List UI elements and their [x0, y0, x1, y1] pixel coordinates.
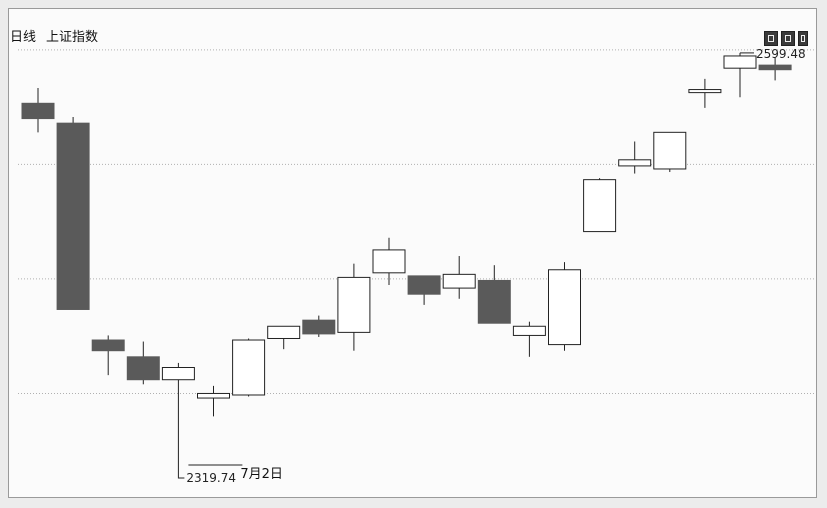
- candle: [302, 315, 336, 337]
- close-icon[interactable]: [798, 31, 808, 46]
- zoom-out-icon[interactable]: [781, 31, 795, 46]
- candle: [232, 338, 266, 397]
- high-label: 2599.48: [756, 47, 806, 61]
- low-marker-line: [177, 477, 185, 479]
- candle-body-down: [407, 275, 441, 295]
- candle-body-up: [442, 273, 476, 289]
- candle-body-up: [618, 159, 652, 167]
- chart-frame: [8, 8, 817, 498]
- candle-body-down: [477, 279, 511, 324]
- date-label: 7月2日: [240, 467, 283, 482]
- candle-body-up: [723, 55, 757, 69]
- candle: [197, 385, 230, 417]
- candle: [91, 335, 125, 376]
- candle: [688, 78, 722, 108]
- candle: [618, 141, 652, 174]
- annotations: 2599.48 2319.74 7月2日: [177, 47, 806, 485]
- low-label: 2319.74: [186, 471, 236, 485]
- candle: [512, 321, 546, 357]
- candle-body-up: [372, 249, 406, 274]
- candle-body-up: [583, 179, 617, 233]
- candle: [56, 117, 90, 310]
- candle-body-up: [337, 276, 371, 333]
- candle-body-up: [688, 89, 722, 94]
- candle-body-down: [758, 64, 792, 71]
- zoom-in-icon[interactable]: [764, 31, 778, 46]
- candle-body-down: [126, 356, 160, 381]
- candle-body-down: [21, 102, 55, 120]
- candle-body-down: [302, 319, 336, 335]
- candle: [161, 362, 195, 478]
- index-name: 上证指数: [46, 30, 99, 45]
- candle-body-up: [653, 131, 687, 170]
- candle: [653, 131, 687, 173]
- candle: [267, 325, 301, 350]
- candle: [407, 275, 441, 305]
- candle-body-up: [267, 325, 301, 339]
- candle: [337, 263, 371, 351]
- candle: [442, 256, 476, 299]
- grid-lines: [18, 49, 815, 394]
- candle: [583, 178, 617, 233]
- candle-body-up: [197, 392, 230, 399]
- candle: [723, 52, 757, 98]
- candle-body-up: [161, 367, 195, 381]
- candle-body-up: [232, 339, 266, 396]
- candle: [21, 88, 55, 133]
- candles: [21, 52, 792, 478]
- candle: [126, 341, 160, 385]
- chart-toolbar: [764, 31, 808, 46]
- candle-body-up: [512, 325, 546, 336]
- period-label[interactable]: 日线: [10, 30, 37, 45]
- candle: [372, 237, 406, 286]
- candle-body-down: [91, 339, 125, 352]
- candle: [758, 57, 792, 81]
- candle: [548, 262, 581, 351]
- candle: [477, 265, 511, 324]
- candle-body-down: [56, 122, 90, 310]
- chart-header: 日线 上证指数: [10, 26, 98, 45]
- candle-body-up: [548, 269, 581, 346]
